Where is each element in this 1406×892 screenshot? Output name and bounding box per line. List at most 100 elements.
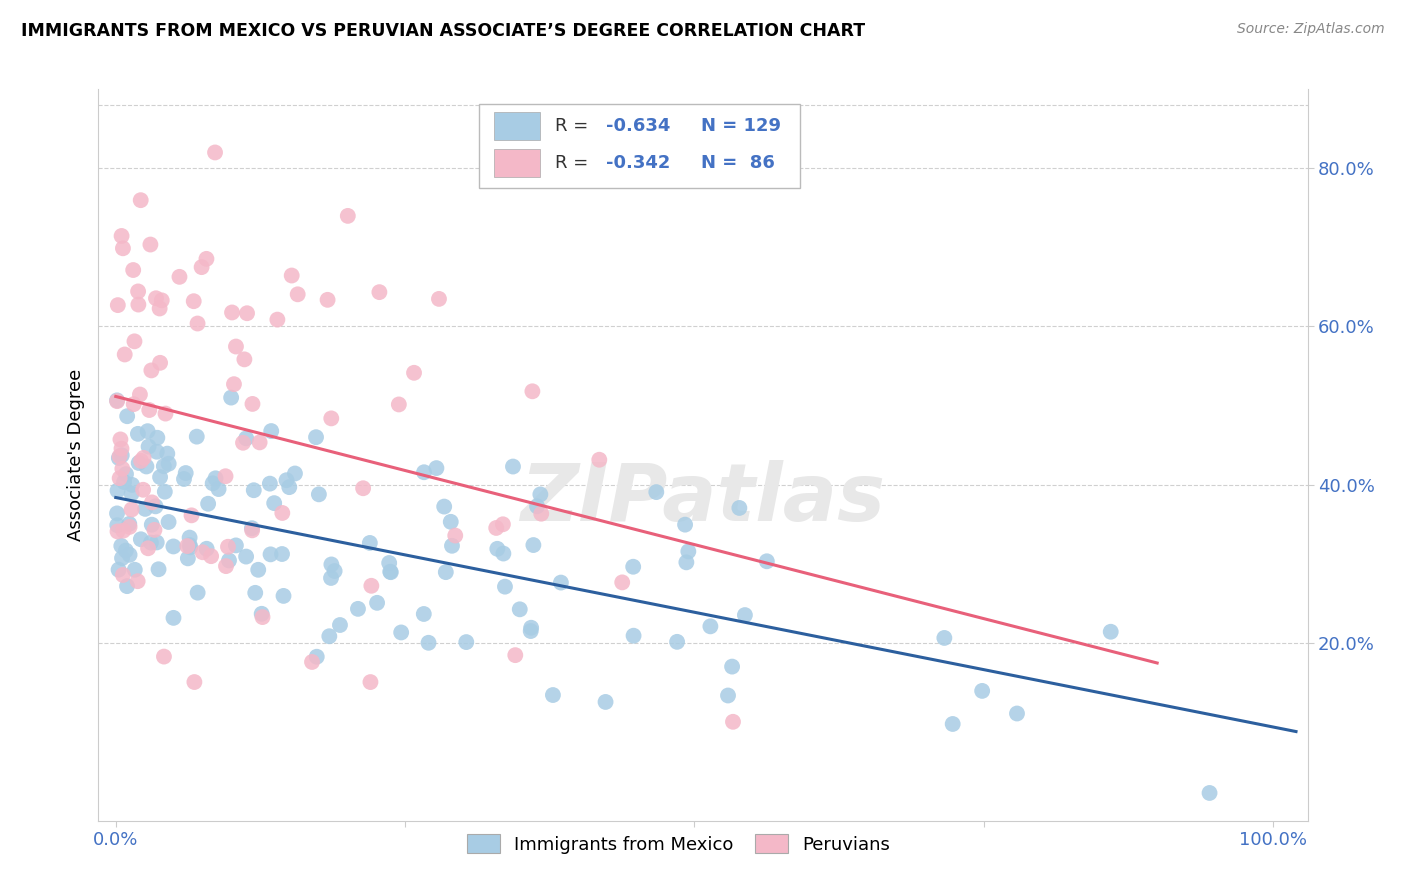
Point — [287, 287, 309, 301]
Point — [717, 689, 740, 703]
Point — [215, 559, 238, 574]
Point — [114, 347, 136, 361]
Point — [1005, 706, 1028, 721]
Point — [645, 485, 668, 500]
Point — [359, 536, 381, 550]
Point — [588, 452, 610, 467]
Point — [388, 397, 411, 411]
Point — [118, 548, 141, 562]
Point — [336, 209, 359, 223]
Point — [456, 635, 478, 649]
Point — [136, 541, 159, 556]
Point — [141, 495, 163, 509]
Point — [107, 524, 129, 539]
Point — [129, 387, 152, 401]
Point — [195, 541, 218, 556]
Point — [127, 426, 149, 441]
Point — [236, 306, 259, 320]
Point — [111, 568, 134, 582]
Text: IMMIGRANTS FROM MEXICO VS PERUVIAN ASSOCIATE’S DEGREE CORRELATION CHART: IMMIGRANTS FROM MEXICO VS PERUVIAN ASSOC… — [21, 22, 865, 40]
Point — [503, 648, 526, 662]
Point — [132, 450, 155, 465]
Point — [1099, 624, 1122, 639]
Point — [347, 602, 370, 616]
Point — [183, 294, 205, 309]
Point — [247, 563, 270, 577]
Legend: Immigrants from Mexico, Peruvians: Immigrants from Mexico, Peruvians — [458, 825, 900, 863]
Point — [108, 471, 131, 485]
Point — [149, 356, 172, 370]
Point — [250, 607, 273, 621]
Text: -0.634: -0.634 — [606, 117, 671, 135]
Point — [366, 596, 388, 610]
Point — [139, 535, 162, 549]
Point — [204, 471, 226, 485]
Point — [153, 459, 176, 474]
Point — [177, 551, 200, 566]
Point — [352, 481, 374, 495]
Point — [402, 366, 425, 380]
Point — [418, 636, 440, 650]
Point — [520, 621, 543, 635]
Point — [110, 229, 132, 244]
Point — [118, 516, 141, 531]
Point — [121, 502, 143, 516]
Point — [174, 466, 197, 480]
Point — [173, 472, 195, 486]
Point — [678, 544, 700, 558]
Point — [183, 675, 205, 690]
Point — [105, 518, 128, 533]
Text: -0.342: -0.342 — [606, 154, 671, 172]
Point — [380, 565, 402, 579]
Text: N =  86: N = 86 — [700, 154, 775, 172]
Point — [673, 517, 696, 532]
Point — [273, 589, 295, 603]
Point — [232, 435, 254, 450]
Point — [316, 293, 339, 307]
Point — [112, 524, 135, 538]
Point — [111, 551, 134, 566]
Text: N = 129: N = 129 — [700, 117, 780, 135]
Point — [222, 377, 245, 392]
Point — [245, 586, 267, 600]
Point — [380, 565, 402, 579]
Point — [127, 574, 149, 589]
Point — [221, 305, 243, 319]
Point — [111, 241, 134, 255]
Point — [141, 363, 163, 377]
Point — [118, 520, 141, 534]
Point — [204, 145, 226, 160]
Point — [149, 470, 172, 484]
Point — [110, 539, 132, 553]
Point — [225, 339, 247, 353]
Point — [942, 717, 965, 731]
FancyBboxPatch shape — [494, 149, 540, 177]
FancyBboxPatch shape — [479, 103, 800, 188]
Point — [271, 547, 294, 561]
Point — [728, 500, 751, 515]
Point — [522, 384, 544, 399]
Point — [190, 260, 212, 274]
Point — [276, 473, 298, 487]
Point — [217, 540, 239, 554]
Point — [427, 292, 450, 306]
Point — [319, 571, 342, 585]
Point — [200, 549, 222, 564]
Point — [271, 506, 294, 520]
Point — [360, 579, 382, 593]
Point — [494, 580, 516, 594]
Point — [122, 397, 145, 411]
Point — [305, 649, 328, 664]
Point — [129, 454, 152, 468]
Point — [105, 393, 128, 408]
Point — [225, 538, 247, 552]
Point — [105, 507, 128, 521]
Point — [150, 293, 173, 308]
Point — [145, 291, 167, 305]
Text: R =: R = — [555, 154, 595, 172]
Point — [486, 541, 509, 556]
Point — [259, 547, 281, 561]
Point — [666, 635, 689, 649]
Point — [699, 619, 721, 633]
Point — [530, 507, 553, 521]
